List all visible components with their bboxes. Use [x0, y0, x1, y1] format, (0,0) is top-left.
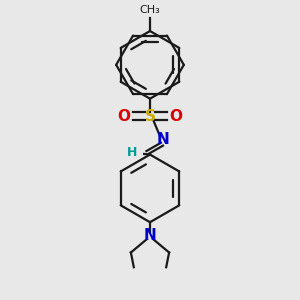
- Text: O: O: [118, 109, 130, 124]
- Text: O: O: [169, 109, 182, 124]
- Text: N: N: [157, 132, 169, 147]
- Text: N: N: [144, 228, 156, 243]
- Text: H: H: [126, 146, 137, 159]
- Text: S: S: [145, 109, 155, 124]
- Text: CH₃: CH₃: [140, 5, 160, 15]
